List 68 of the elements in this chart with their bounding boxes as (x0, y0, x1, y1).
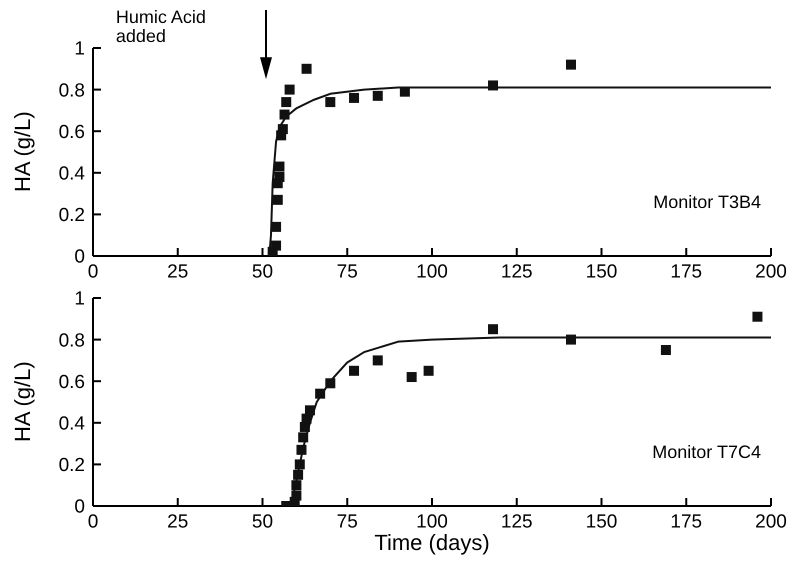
x-tick-label: 125 (500, 511, 533, 532)
point (566, 60, 576, 70)
text: Humic Acid added (116, 7, 207, 46)
y-tick-label: 0.6 (58, 372, 85, 393)
point (294, 459, 305, 470)
point (280, 110, 290, 120)
x-tick-label: 175 (670, 261, 702, 282)
point (304, 405, 315, 416)
point (488, 80, 498, 90)
point (325, 97, 336, 108)
y-tick-label: 0.4 (58, 414, 86, 435)
point (315, 388, 326, 399)
y-tick-label: 1 (74, 288, 85, 310)
point (325, 378, 336, 388)
x-tick-label: 75 (336, 511, 358, 532)
y-tick-label: 0.6 (58, 122, 85, 143)
y-tick-label: 0 (74, 246, 85, 268)
point (406, 372, 417, 382)
y-axis-title: HA (g/L) (10, 361, 35, 442)
y-tick-label: 0.4 (58, 164, 86, 185)
point (284, 84, 295, 95)
point (296, 444, 306, 455)
x-tick-label: 25 (167, 511, 188, 532)
x-tick-label: 100 (416, 511, 448, 532)
point (274, 162, 284, 172)
point (372, 90, 383, 101)
x-tick-label: 150 (586, 511, 618, 532)
annotation: Monitor T3B4 (653, 192, 761, 213)
point (271, 240, 282, 251)
point (291, 490, 302, 501)
y-tick-label: 0.2 (58, 455, 85, 476)
x-tick-label: 100 (416, 261, 448, 282)
point (372, 355, 383, 366)
point (271, 222, 282, 232)
point (424, 366, 434, 376)
point (293, 470, 304, 480)
point (278, 124, 288, 134)
point (298, 432, 308, 442)
x-tick-label: 25 (167, 261, 188, 282)
x-tick-label: 125 (500, 261, 533, 282)
point (291, 480, 302, 490)
y-axis-title: HA (g/L) (10, 111, 35, 192)
y-tick-label: 0.8 (58, 330, 85, 352)
x-tick-label: 50 (252, 511, 274, 532)
point (302, 64, 312, 74)
point (349, 92, 360, 103)
x-tick-label: 0 (88, 261, 98, 282)
x-tick-label: 75 (336, 261, 358, 282)
point (566, 334, 576, 345)
y-tick-label: 0.2 (58, 205, 85, 226)
point (752, 312, 762, 322)
annotation: Monitor T7C4 (652, 442, 761, 463)
x-tick-label: 175 (670, 511, 702, 532)
x-tick-label: 50 (252, 261, 274, 282)
x-axis-title: Time (days) (374, 530, 490, 555)
point (349, 366, 360, 376)
point (660, 345, 671, 355)
y-tick-label: 0.8 (58, 80, 85, 102)
x-tick-label: 0 (88, 511, 98, 532)
y-tick-label: 0 (74, 496, 85, 518)
point (488, 324, 498, 334)
x-tick-label: 150 (586, 261, 618, 282)
y-tick-label: 1 (74, 38, 85, 60)
point (274, 172, 284, 182)
x-tick-label: 200 (755, 511, 787, 532)
point (281, 97, 292, 108)
x-tick-label: 200 (755, 261, 787, 282)
point (272, 194, 283, 205)
